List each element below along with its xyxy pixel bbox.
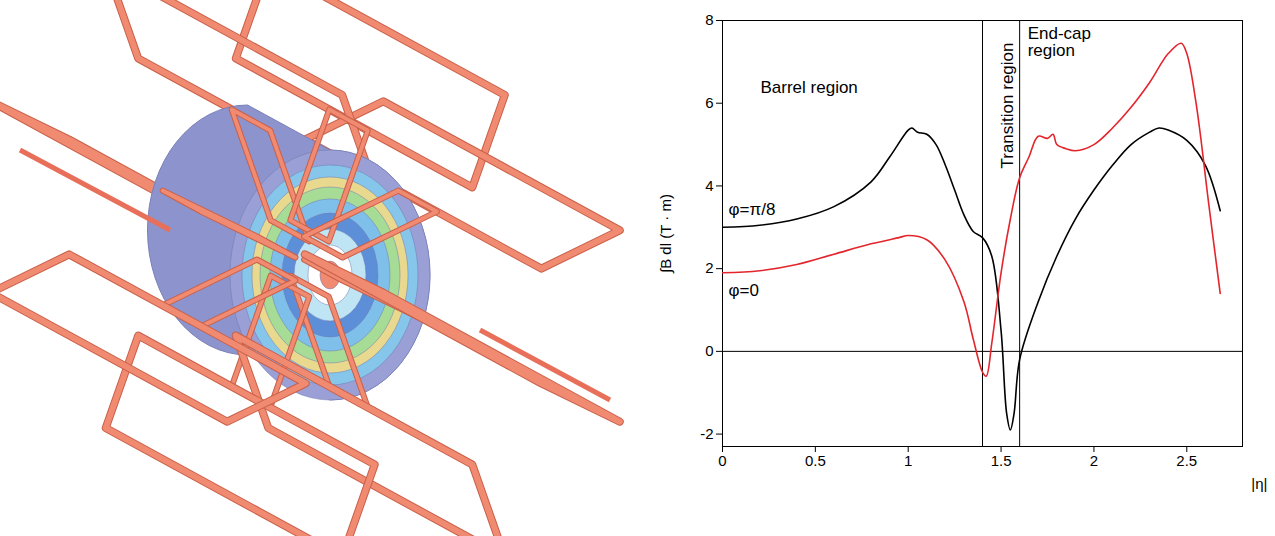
svg-text:2: 2	[705, 259, 713, 276]
svg-text:Barrel region: Barrel region	[761, 78, 858, 97]
svg-text:4: 4	[705, 177, 713, 194]
svg-text:0: 0	[705, 342, 713, 359]
svg-text:|η|: |η|	[1251, 475, 1267, 492]
svg-text:-2: -2	[700, 425, 713, 442]
svg-text:2: 2	[1090, 452, 1098, 469]
svg-text:0.5: 0.5	[805, 452, 826, 469]
svg-text:End-capregion: End-capregion	[1028, 24, 1091, 60]
svg-text:6: 6	[705, 94, 713, 111]
svg-text:φ=π/8: φ=π/8	[729, 200, 776, 219]
svg-text:1: 1	[904, 452, 912, 469]
svg-text:8: 8	[705, 11, 713, 28]
svg-text:∫B dl (T · m): ∫B dl (T · m)	[657, 194, 675, 274]
svg-text:2.5: 2.5	[1176, 452, 1197, 469]
svg-text:Transition region: Transition region	[998, 43, 1017, 169]
svg-text:0: 0	[718, 452, 726, 469]
svg-text:1.5: 1.5	[991, 452, 1012, 469]
svg-text:φ=0: φ=0	[729, 281, 759, 300]
